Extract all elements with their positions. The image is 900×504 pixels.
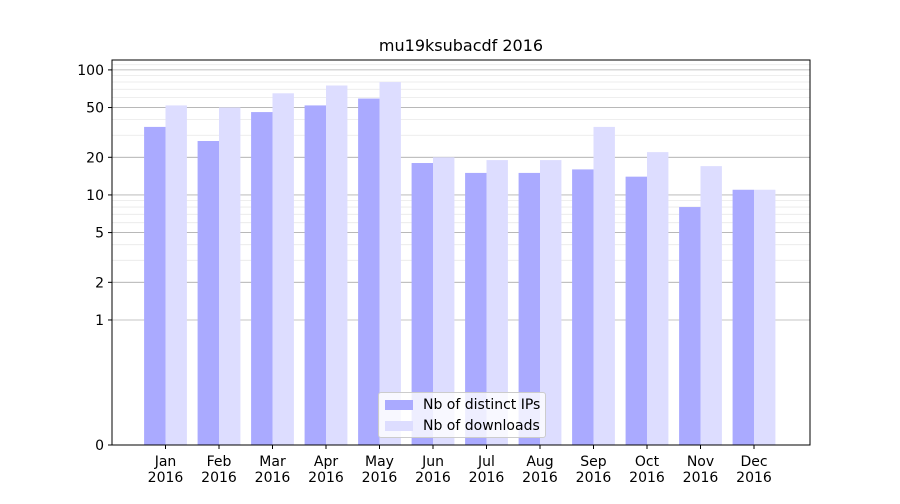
legend-label-ips: Nb of distinct IPs [423,397,541,413]
bar-ips [358,98,380,446]
legend-swatch-downloads [385,421,413,431]
legend-label-downloads: Nb of downloads [423,418,540,434]
x-tick-label: Sep 2016 [576,454,612,486]
axes: 0 1 2 5 10 20 50 100 Jan 2016 Feb 2016 Mar 2016 Apr 201… [77,59,811,486]
y-tick-label: 5 [95,226,104,242]
bar-downloads [272,93,294,446]
x-tick-label: Jul 2016 [469,454,505,486]
bar-downloads [540,160,562,445]
y-tick-label: 0 [95,438,104,454]
bar-downloads [754,189,776,445]
legend-entry-ips: Nb of distinct IPs [385,396,540,414]
bar-downloads [165,105,187,446]
bar-ips [732,189,754,445]
bar-downloads [326,85,348,445]
bar-ips [144,126,166,446]
y-tick-label: 2 [95,275,104,291]
x-tick-label: Mar 2016 [255,454,291,486]
x-tick-label: Feb 2016 [201,454,237,486]
bar-ips [251,112,273,445]
bar-downloads [700,166,722,445]
bar-ips [572,169,594,445]
x-tick-label: Apr 2016 [308,454,344,486]
bar-downloads [379,82,401,445]
legend: Nb of distinct IPs Nb of downloads [378,392,546,438]
legend-entry-downloads: Nb of downloads [385,417,540,435]
bar-ips [304,105,326,446]
bar-downloads [593,126,615,446]
bar-downloads [647,152,669,445]
legend-swatch-ips [385,400,413,410]
x-tick-label: Dec 2016 [736,454,772,486]
x-tick-label: Jun 2016 [415,454,451,486]
bar-downloads [486,160,508,445]
bar-ips [518,172,540,445]
x-tick-label: May 2016 [362,454,398,486]
y-tick-label: 50 [86,101,104,117]
bar-downloads [219,107,241,446]
axes-frame [111,59,811,446]
chart-title: mu19ksubacdf 2016 [379,36,543,55]
x-tick-label: Aug 2016 [522,454,558,486]
bar-ips [625,176,647,445]
bar-ips [197,140,219,445]
bars [144,82,776,446]
y-tick-label: 10 [86,188,104,204]
bar-ips [411,163,433,445]
y-tick-label: 20 [86,150,104,166]
bar-downloads [433,157,455,445]
bar-ips [679,207,701,445]
x-tick-label: Jan 2016 [148,454,184,486]
x-tick-label: Nov 2016 [683,454,719,486]
y-tick-label: 100 [77,63,104,79]
bar-ips [465,172,487,445]
x-tick-label: Oct 2016 [629,454,665,486]
y-tick-label: 1 [95,313,104,329]
